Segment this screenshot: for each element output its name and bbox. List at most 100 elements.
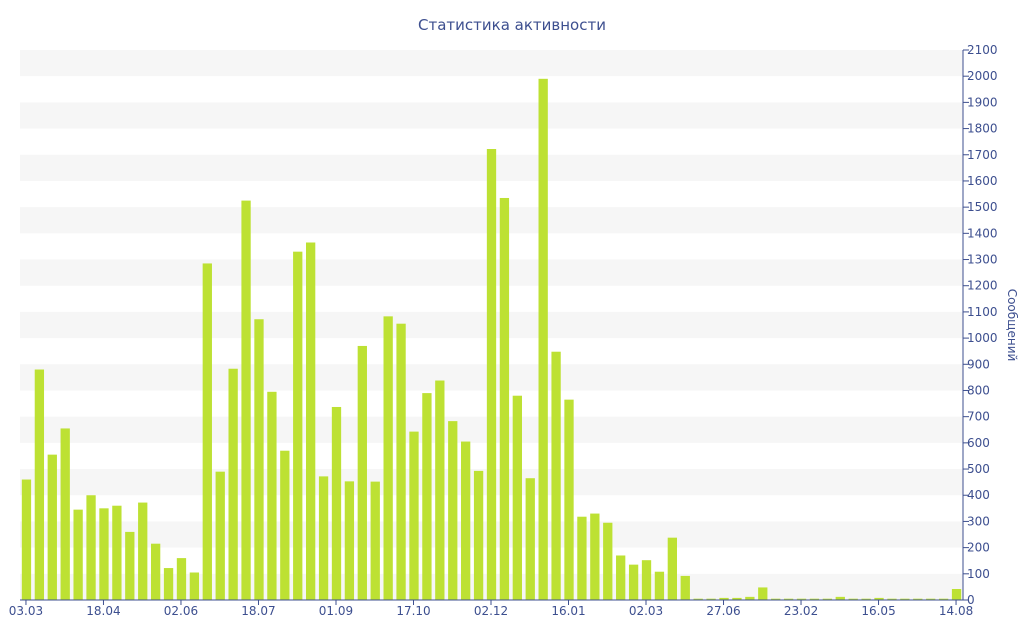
y-tick-label: 1500	[967, 200, 998, 214]
y-tick-label: 800	[967, 383, 990, 397]
bar	[499, 197, 510, 601]
y-axis: 0 100 200 300 400 500 600 700 800 900 1000 1100 1200…	[962, 43, 998, 607]
bar	[241, 200, 251, 600]
bar	[706, 598, 716, 600]
bar	[344, 481, 355, 600]
bar	[125, 531, 135, 600]
bar	[202, 263, 212, 600]
bar	[267, 391, 277, 600]
x-tick-label: 02.03	[629, 604, 663, 618]
bar	[138, 502, 148, 600]
bar	[21, 479, 32, 600]
bar	[370, 481, 380, 600]
y-tick-label: 100	[967, 567, 990, 581]
bar	[318, 476, 329, 600]
bar	[887, 598, 897, 600]
bar	[938, 598, 949, 600]
bar	[693, 598, 703, 600]
bar	[293, 251, 303, 601]
bar-series	[21, 78, 962, 601]
x-tick-label: 02.12	[474, 604, 508, 618]
x-tick-label: 27.06	[706, 604, 740, 618]
bar	[461, 441, 471, 600]
bar	[112, 505, 122, 600]
bar	[861, 598, 871, 600]
bar	[913, 598, 923, 600]
y-tick-label: 600	[967, 436, 990, 450]
y-tick-label: 1800	[967, 122, 998, 136]
bar	[745, 596, 755, 600]
bar	[590, 513, 600, 600]
bar	[538, 78, 548, 600]
y-tick-label: 300	[967, 514, 990, 528]
y-tick-label: 400	[967, 488, 990, 502]
y-tick-label: 2000	[967, 69, 998, 83]
x-tick-label: 02.06	[164, 604, 198, 618]
x-tick-label: 17.10	[396, 604, 430, 618]
bar	[486, 149, 497, 600]
bar	[73, 509, 83, 600]
bar	[719, 597, 729, 600]
bar	[809, 598, 820, 600]
bar	[822, 598, 833, 600]
bar	[874, 597, 884, 600]
bar	[254, 319, 264, 600]
bar	[680, 575, 690, 600]
bar	[628, 564, 639, 600]
bar	[215, 471, 225, 600]
bar	[422, 393, 432, 600]
bar	[228, 368, 238, 600]
bar	[603, 522, 613, 600]
bar	[473, 470, 484, 600]
y-tick-label: 1700	[967, 148, 998, 162]
bar	[396, 323, 406, 600]
bar	[280, 450, 290, 600]
bar	[564, 399, 574, 600]
bar	[435, 380, 445, 600]
y-axis-title: Сообщений	[1005, 289, 1019, 362]
bar	[176, 558, 187, 600]
bar	[163, 568, 174, 600]
grid-band	[20, 50, 963, 77]
bar	[641, 560, 652, 600]
y-tick-label: 500	[967, 462, 990, 476]
bar	[331, 406, 342, 600]
bar	[357, 345, 367, 600]
bar	[60, 428, 70, 600]
bar	[654, 571, 665, 600]
bar	[150, 543, 161, 600]
y-tick-label: 1100	[967, 305, 998, 319]
bar	[835, 596, 845, 600]
y-tick-label: 1300	[967, 253, 998, 267]
y-tick-label: 1600	[967, 174, 998, 188]
y-tick-label: 1400	[967, 226, 998, 240]
bar	[409, 431, 419, 600]
bar	[771, 598, 781, 600]
bar	[616, 555, 626, 600]
bar	[306, 242, 316, 600]
bar	[926, 598, 936, 600]
bar	[900, 598, 910, 600]
bar	[512, 395, 522, 600]
x-tick-label: 03.03	[9, 604, 43, 618]
y-tick-label: 200	[967, 541, 990, 555]
grid-band	[20, 102, 963, 129]
bar	[732, 597, 742, 600]
chart-title: Статистика активности	[418, 16, 606, 34]
y-tick-label: 900	[967, 357, 990, 371]
bar	[667, 537, 677, 600]
x-tick-label: 01.09	[319, 604, 353, 618]
bar	[758, 587, 768, 600]
x-tick-label: 16.05	[861, 604, 895, 618]
y-tick-label: 0	[967, 593, 975, 607]
bar	[551, 351, 561, 600]
x-tick-label: 23.02	[784, 604, 818, 618]
bar	[783, 598, 794, 600]
bar	[525, 478, 535, 600]
bar	[47, 454, 57, 600]
bar	[577, 516, 587, 600]
bar	[951, 589, 962, 600]
y-tick-label: 1000	[967, 331, 998, 345]
bar	[189, 572, 200, 600]
x-axis: 03.03 18.04 02.06 18.07 01.09 17.10 02.12 16.01…	[9, 599, 973, 618]
